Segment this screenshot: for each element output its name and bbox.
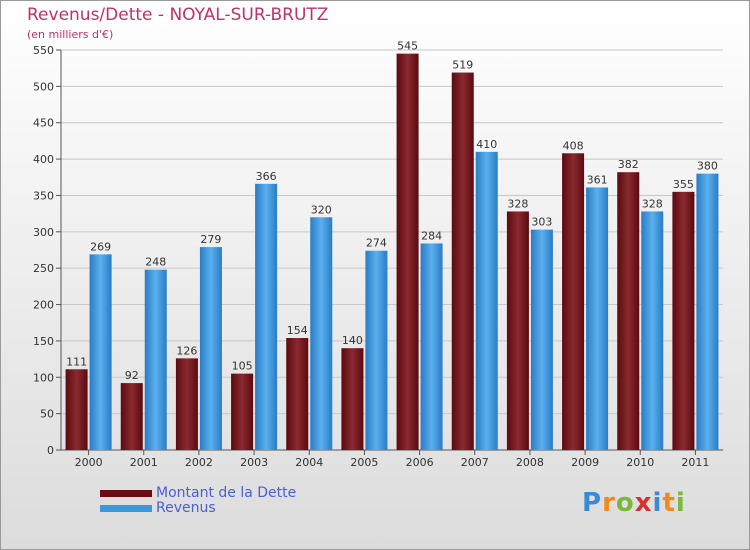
x-tick-label: 2003 [240, 456, 268, 469]
bar-dette [175, 358, 198, 450]
proxiti-logo: Proxiti [582, 488, 686, 518]
bar-revenus [255, 183, 278, 450]
bar-dette [286, 338, 309, 450]
data-label: 140 [342, 334, 363, 347]
data-label: 361 [587, 173, 608, 186]
x-tick-label: 2007 [461, 456, 489, 469]
bar-dette [396, 53, 419, 451]
data-label: 328 [507, 197, 528, 210]
legend-swatch-revenus [100, 505, 152, 512]
data-label: 92 [125, 369, 139, 382]
data-label: 328 [642, 197, 663, 210]
x-tick-label: 2010 [626, 456, 654, 469]
logo-letter: o [615, 488, 635, 518]
data-label: 382 [618, 158, 639, 171]
bar-revenus [475, 151, 498, 450]
bar-dette [65, 369, 88, 450]
y-tick-label: 400 [33, 153, 54, 166]
data-label: 320 [311, 203, 332, 216]
legend-label-dette: Montant de la Dette [156, 485, 297, 501]
legend-swatch-dette [100, 490, 152, 497]
x-tick-label: 2004 [295, 456, 323, 469]
bar-revenus [530, 229, 553, 450]
bar-dette [562, 153, 585, 451]
bar-revenus [641, 211, 664, 450]
y-tick-label: 250 [33, 262, 54, 275]
x-tick-label: 2005 [350, 456, 378, 469]
logo-letter: P [582, 488, 603, 518]
logo-letter: x [634, 488, 653, 518]
bar-dette [672, 191, 695, 450]
bar-revenus [144, 269, 167, 450]
data-label: 105 [232, 360, 253, 373]
bar-revenus [586, 187, 609, 451]
logo-letter: r [602, 488, 616, 518]
x-tick-label: 2000 [75, 456, 103, 469]
data-label: 410 [476, 138, 497, 151]
data-label: 111 [66, 355, 87, 368]
chart-subtitle: (en milliers d'€) [27, 28, 114, 41]
logo-letter: i [652, 488, 663, 518]
bar-dette [451, 72, 474, 450]
x-tick-label: 2011 [681, 456, 709, 469]
bar-revenus [420, 243, 443, 450]
bar-revenus [365, 250, 388, 450]
data-label: 408 [563, 139, 584, 152]
data-label: 355 [673, 178, 694, 191]
bar-revenus [310, 217, 333, 450]
x-tick-label: 2006 [406, 456, 434, 469]
data-label: 248 [145, 256, 166, 269]
y-tick-label: 100 [33, 371, 54, 384]
data-label: 284 [421, 229, 442, 242]
bar-revenus [696, 173, 719, 451]
data-label: 366 [256, 170, 277, 183]
x-tick-label: 2009 [571, 456, 599, 469]
y-tick-label: 550 [33, 44, 54, 57]
y-tick-label: 200 [33, 299, 54, 312]
data-label: 274 [366, 237, 387, 250]
bar-revenus [89, 254, 112, 450]
data-label: 269 [90, 240, 111, 253]
y-tick-label: 0 [47, 444, 54, 457]
bar-dette [506, 211, 529, 450]
data-label: 126 [176, 344, 197, 357]
data-label: 154 [287, 324, 308, 337]
y-tick-label: 450 [33, 117, 54, 130]
x-tick-label: 2001 [130, 456, 158, 469]
data-label: 279 [200, 233, 221, 246]
data-label: 545 [397, 40, 418, 53]
legend-label-revenus: Revenus [156, 500, 216, 516]
logo-letter: i [675, 488, 686, 518]
data-label: 380 [697, 160, 718, 173]
data-label: 303 [531, 216, 552, 229]
x-tick-label: 2002 [185, 456, 213, 469]
bar-revenus [199, 247, 222, 450]
x-tick-label: 2008 [516, 456, 544, 469]
logo-letter: t [662, 488, 676, 518]
chart-title: Revenus/Dette - NOYAL-SUR-BRUTZ [27, 5, 329, 25]
bar-dette [617, 172, 640, 450]
y-tick-label: 350 [33, 189, 54, 202]
bar-dette [231, 373, 254, 450]
y-tick-label: 500 [33, 80, 54, 93]
y-tick-label: 150 [33, 335, 54, 348]
bar-dette [341, 348, 364, 450]
y-tick-label: 50 [40, 408, 54, 421]
data-label: 519 [452, 59, 473, 72]
y-tick-label: 300 [33, 226, 54, 239]
bar-dette [120, 383, 143, 450]
